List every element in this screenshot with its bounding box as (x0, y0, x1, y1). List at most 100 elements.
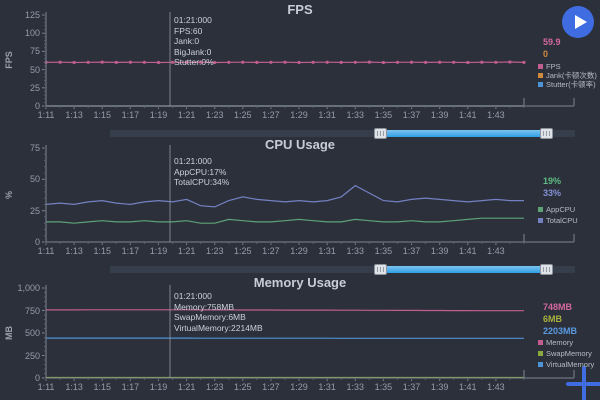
tooltip-line: Stutter:0% (174, 57, 214, 67)
x-tick-label: 1:35 (374, 246, 393, 256)
data-point-marker (128, 60, 132, 64)
x-tick-label: 1:19 (149, 382, 168, 392)
y-tick-label: 250 (24, 350, 40, 361)
tooltip-line: 01:21:000 (174, 15, 212, 25)
data-point-marker (311, 60, 315, 64)
scrollbar-right-handle[interactable] (540, 264, 553, 275)
data-point-marker (255, 60, 259, 64)
data-point-marker (297, 60, 301, 65)
x-tick-label: 1:31 (318, 382, 336, 392)
data-point-marker (367, 60, 371, 64)
data-point-marker (142, 60, 146, 64)
time-range-scrollbar-fps (110, 128, 575, 139)
x-tick-label: 1:27 (262, 246, 280, 256)
y-tick-label: 750 (24, 305, 40, 316)
x-tick-label: 1:23 (205, 110, 224, 120)
chart-title-memory: Memory Usage (253, 275, 347, 290)
legend-swatch-Jank(卡顿次数) (538, 73, 543, 78)
data-point-marker (424, 60, 428, 64)
scrollbar-left-handle[interactable] (374, 128, 387, 139)
data-point-marker (508, 60, 512, 64)
add-chart-button[interactable] (566, 366, 600, 400)
data-point-marker (438, 60, 442, 64)
x-tick-label: 1:25 (234, 110, 252, 120)
data-point-marker (381, 60, 385, 65)
scrollbar-track[interactable] (110, 266, 575, 273)
tooltip-line: VirtualMemory:2214MB (174, 322, 263, 333)
x-tick-label: 1:41 (458, 110, 477, 120)
y-tick-label: 50 (29, 64, 40, 75)
x-tick-label: 1:29 (290, 246, 308, 256)
legend-item-Memory[interactable]: Memory (546, 338, 574, 347)
y-tick-label: 0 (34, 101, 40, 111)
legend-item-SwapMemory[interactable]: SwapMemory (546, 349, 592, 358)
data-point-marker (409, 60, 414, 64)
legend-item-TotalCPU[interactable]: TotalCPU (546, 216, 578, 225)
x-tick-label: 1:29 (290, 382, 308, 392)
x-tick-label: 1:33 (346, 246, 365, 256)
series-line-AppCPU (46, 217, 524, 224)
data-point-marker (86, 60, 90, 64)
tooltip-line: TotalCPU:34% (174, 177, 230, 187)
x-tick-label: 1:27 (262, 110, 280, 120)
data-point-marker (199, 60, 203, 64)
tooltip-line: 01:21:000 (174, 156, 212, 166)
current-value: 748MB (543, 302, 573, 312)
data-point-marker (213, 60, 217, 65)
data-point-marker (480, 60, 484, 64)
tooltip-line: Jank:0 (174, 36, 200, 46)
x-tick-label: 1:41 (458, 246, 477, 256)
legend-item-AppCPU[interactable]: AppCPU (546, 205, 576, 214)
scrollbar-right-handle[interactable] (540, 128, 553, 139)
x-tick-label: 1:35 (374, 110, 393, 120)
x-tick-label: 1:37 (402, 246, 421, 256)
legend-item-Stutter(卡顿率)[interactable]: Stutter(卡顿率) (546, 80, 596, 89)
y-tick-label: 0 (34, 373, 40, 383)
legend-swatch-VirtualMemory (538, 362, 543, 367)
tooltip-line: 01:21:000 (174, 291, 212, 301)
x-tick-label: 1:11 (37, 110, 55, 120)
data-point-marker (156, 60, 161, 65)
y-tick-label: 125 (24, 10, 40, 20)
x-tick-label: 1:39 (430, 110, 449, 120)
scrollbar-left-handle[interactable] (374, 264, 387, 275)
legend-swatch-Memory (538, 340, 543, 345)
data-point-marker (241, 60, 245, 64)
x-tick-label: 1:39 (430, 382, 449, 392)
play-button[interactable] (562, 6, 594, 38)
data-point-marker (395, 60, 400, 64)
x-tick-label: 1:19 (149, 246, 168, 256)
current-value: 19% (543, 176, 562, 186)
legend-item-FPS[interactable]: FPS (546, 62, 561, 71)
legend-item-VirtualMemory[interactable]: VirtualMemory (546, 360, 595, 369)
chart-title-cpu: CPU Usage (264, 137, 336, 152)
current-value: 0 (543, 49, 549, 59)
x-tick-label: 1:43 (487, 246, 505, 256)
data-point-marker (283, 60, 287, 64)
x-tick-label: 1:17 (121, 246, 140, 256)
x-tick-label: 1:37 (402, 110, 421, 120)
scrollbar-selected-range[interactable] (380, 266, 546, 273)
data-point-marker (452, 60, 456, 64)
x-tick-label: 1:41 (458, 382, 477, 392)
y-tick-label: 75 (29, 46, 40, 57)
legend-item-Jank(卡顿次数)[interactable]: Jank(卡顿次数) (546, 71, 597, 80)
data-point-marker (170, 60, 175, 64)
x-tick-label: 1:29 (290, 110, 308, 120)
y-tick-label: 100 (24, 28, 40, 39)
x-tick-label: 1:15 (93, 110, 111, 120)
y-tick-label: 75 (29, 143, 40, 153)
x-tick-label: 1:43 (487, 110, 505, 120)
x-tick-label: 1:21 (177, 246, 196, 256)
scrollbar-selected-range[interactable] (380, 130, 546, 137)
x-tick-label: 1:11 (37, 382, 55, 392)
scrollbar-track[interactable] (110, 130, 575, 137)
current-value: 6MB (543, 314, 563, 324)
current-value: 33% (543, 188, 562, 198)
x-tick-label: 1:15 (93, 246, 111, 256)
data-point-marker (466, 60, 470, 65)
tooltip-line: AppCPU:17% (174, 166, 227, 177)
x-tick-label: 1:23 (205, 246, 224, 256)
